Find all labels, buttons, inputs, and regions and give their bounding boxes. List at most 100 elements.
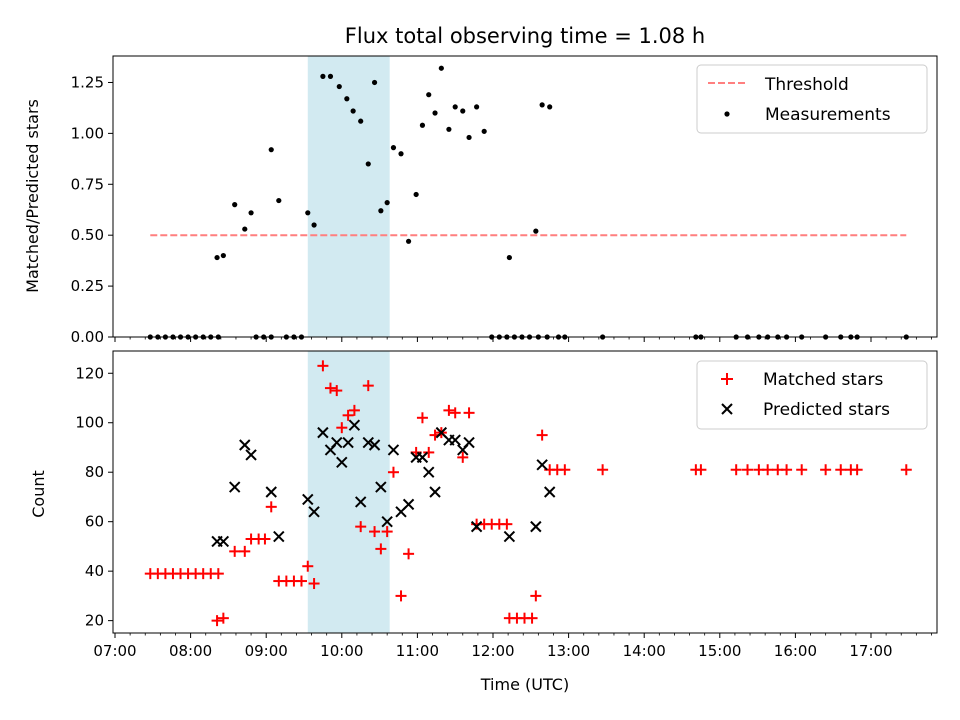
matched-star-point	[695, 464, 707, 476]
predicted-star-point	[387, 444, 400, 456]
predicted-star-point	[342, 436, 354, 449]
measurement-point	[413, 191, 419, 198]
matched-star-point	[559, 464, 571, 476]
measurement-points	[147, 65, 909, 340]
count-panel: 20 40 60 80 100 120 07:00 08:00 09:00 10:00 11:00…	[29, 350, 938, 694]
measurement-point	[466, 134, 472, 141]
matched-stars-points	[144, 360, 912, 627]
measurement-point	[405, 238, 412, 244]
matched-star-point	[302, 560, 314, 572]
predicted-star-point	[331, 436, 343, 449]
matched-star-point	[449, 407, 461, 419]
matched-star-point	[229, 545, 241, 557]
predicted-star-point	[463, 436, 475, 449]
predicted-star-point	[416, 451, 429, 464]
x-axis-label: Time (UTC)	[480, 675, 569, 694]
predicted-star-point	[265, 486, 277, 498]
top-legend-box	[696, 64, 928, 134]
measurement-point	[336, 83, 342, 90]
measurement-point	[432, 110, 438, 116]
matched-star-point	[355, 521, 367, 533]
matched-star-point	[324, 382, 336, 394]
matched-star-point	[423, 446, 435, 458]
y-tick-label: 0.50	[71, 226, 104, 244]
matched-star-point	[211, 615, 223, 627]
matched-star-point	[501, 518, 513, 530]
x-tick-label: 14:00	[623, 642, 666, 660]
matched-star-point	[342, 409, 354, 421]
predicted-star-point	[381, 515, 393, 528]
matched-star-point	[259, 533, 271, 545]
measurement-point	[327, 73, 334, 79]
matched-star-point	[395, 590, 407, 602]
measurement-point	[426, 92, 432, 98]
predicted-star-point	[348, 419, 361, 431]
predicted-star-point	[470, 520, 483, 533]
measurement-point	[248, 210, 254, 216]
predicted-star-point	[402, 498, 415, 511]
measurement-point	[452, 104, 458, 110]
matched-star-point	[851, 464, 863, 476]
top-highlight-span	[307, 56, 390, 337]
matched-star-point	[217, 612, 229, 624]
measurement-point	[305, 210, 311, 216]
measurement-point	[371, 79, 378, 86]
x-tick-label: 16:00	[774, 642, 817, 660]
y-tick-label: 20	[85, 612, 104, 630]
x-tick-label: 11:00	[396, 642, 439, 660]
matched-star-point	[295, 575, 307, 587]
y-tick-label: 0.75	[71, 175, 104, 193]
matched-star-point	[212, 568, 224, 580]
predicted-star-point	[536, 459, 548, 471]
top-y-axis-label: Matched/Predicted stars	[23, 99, 42, 293]
measurement-point	[481, 128, 487, 134]
predicted-star-point	[354, 496, 367, 508]
matched-star-point	[317, 360, 329, 372]
measurement-point	[539, 102, 545, 108]
predicted-star-point	[336, 456, 348, 469]
top-axes-frame	[112, 55, 938, 338]
matched-star-point	[796, 464, 808, 476]
y-tick-label: 1.00	[71, 124, 104, 142]
measurement-point	[446, 126, 452, 132]
top-panel-title: Flux total observing time = 1.08 h	[345, 24, 705, 48]
measurement-point	[220, 252, 226, 259]
x-tick-label: 08:00	[169, 642, 212, 660]
predicted-star-point	[375, 481, 387, 493]
measurement-point	[438, 65, 444, 71]
predicted-star-point	[543, 486, 556, 498]
bottom-y-axis-label: Count	[29, 470, 48, 518]
x-tick-label: 07:00	[93, 642, 136, 660]
matched-star-point	[900, 464, 912, 476]
measurement-point	[474, 104, 480, 110]
matched-star-point	[265, 501, 277, 513]
matched-star-point	[742, 464, 754, 476]
x-tick-label: 13:00	[547, 642, 590, 660]
y-tick-label: 80	[85, 463, 104, 481]
top-y-ticks: 0.00 0.25 0.50 0.75 1.00 1.25	[71, 73, 113, 346]
predicted-star-point	[245, 449, 257, 461]
matched-star-point	[730, 464, 742, 476]
x-tick-label: 17:00	[849, 642, 892, 660]
x-tick-label: 12:00	[471, 642, 514, 660]
matched-star-point	[375, 543, 387, 555]
measurement-point	[460, 108, 466, 114]
measurement-point	[506, 254, 512, 261]
predicted-star-point	[449, 434, 461, 446]
matched-star-point	[781, 464, 793, 476]
y-tick-label: 1.25	[71, 73, 104, 91]
bottom-legend-box	[696, 360, 928, 430]
y-tick-label: 0.00	[71, 328, 104, 346]
matched-star-point	[308, 578, 320, 590]
matched-star-point	[463, 407, 475, 419]
matched-star-point	[362, 380, 374, 392]
measurement-point	[242, 226, 248, 232]
matched-star-point	[239, 545, 251, 557]
measurements-legend-swatch	[724, 111, 730, 117]
legend-label-measurements: Measurements	[765, 105, 891, 125]
measurement-point	[390, 145, 397, 151]
matched-star-point	[597, 464, 609, 476]
matched-star-point	[348, 404, 360, 416]
matched-star-point	[835, 464, 847, 476]
